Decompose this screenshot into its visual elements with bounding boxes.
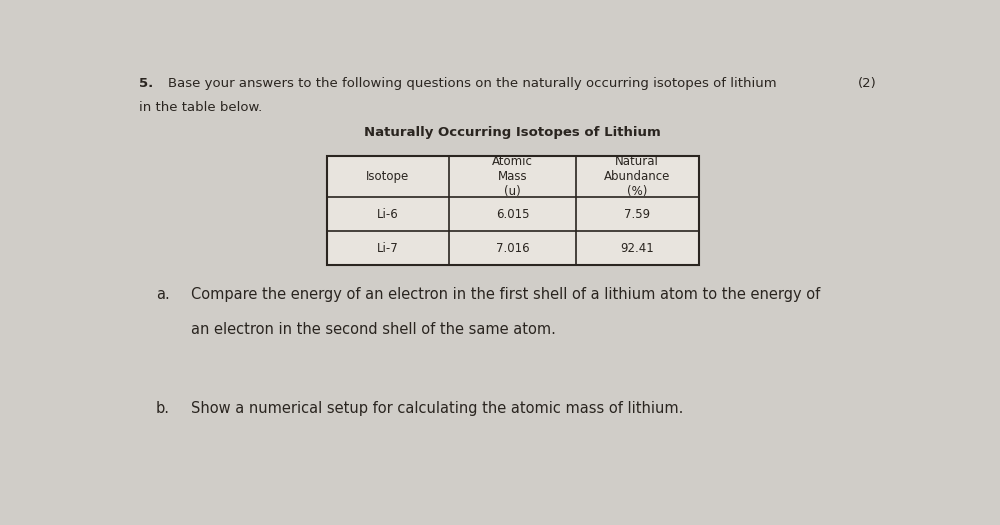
Text: 7.59: 7.59 — [624, 208, 650, 221]
Text: Compare the energy of an electron in the first shell of a lithium atom to the en: Compare the energy of an electron in the… — [191, 287, 820, 302]
Text: Li-7: Li-7 — [377, 242, 399, 255]
Text: Show a numerical setup for calculating the atomic mass of lithium.: Show a numerical setup for calculating t… — [191, 401, 683, 416]
Text: Naturally Occurring Isotopes of Lithium: Naturally Occurring Isotopes of Lithium — [364, 125, 661, 139]
Text: Natural
Abundance
(%): Natural Abundance (%) — [604, 155, 670, 198]
Text: (2): (2) — [858, 77, 877, 90]
Text: Isotope: Isotope — [366, 170, 410, 183]
Bar — [326, 156, 698, 265]
Text: b.: b. — [156, 401, 170, 416]
Bar — [326, 156, 698, 265]
Text: 92.41: 92.41 — [620, 242, 654, 255]
Text: Base your answers to the following questions on the naturally occurring isotopes: Base your answers to the following quest… — [168, 77, 776, 90]
Text: a.: a. — [156, 287, 170, 302]
Text: Atomic
Mass
(u): Atomic Mass (u) — [492, 155, 533, 198]
Text: 6.015: 6.015 — [496, 208, 529, 221]
Text: in the table below.: in the table below. — [139, 101, 262, 114]
Text: an electron in the second shell of the same atom.: an electron in the second shell of the s… — [191, 322, 556, 337]
Text: Li-6: Li-6 — [377, 208, 399, 221]
Text: 5.: 5. — [139, 77, 153, 90]
Text: 7.016: 7.016 — [496, 242, 529, 255]
